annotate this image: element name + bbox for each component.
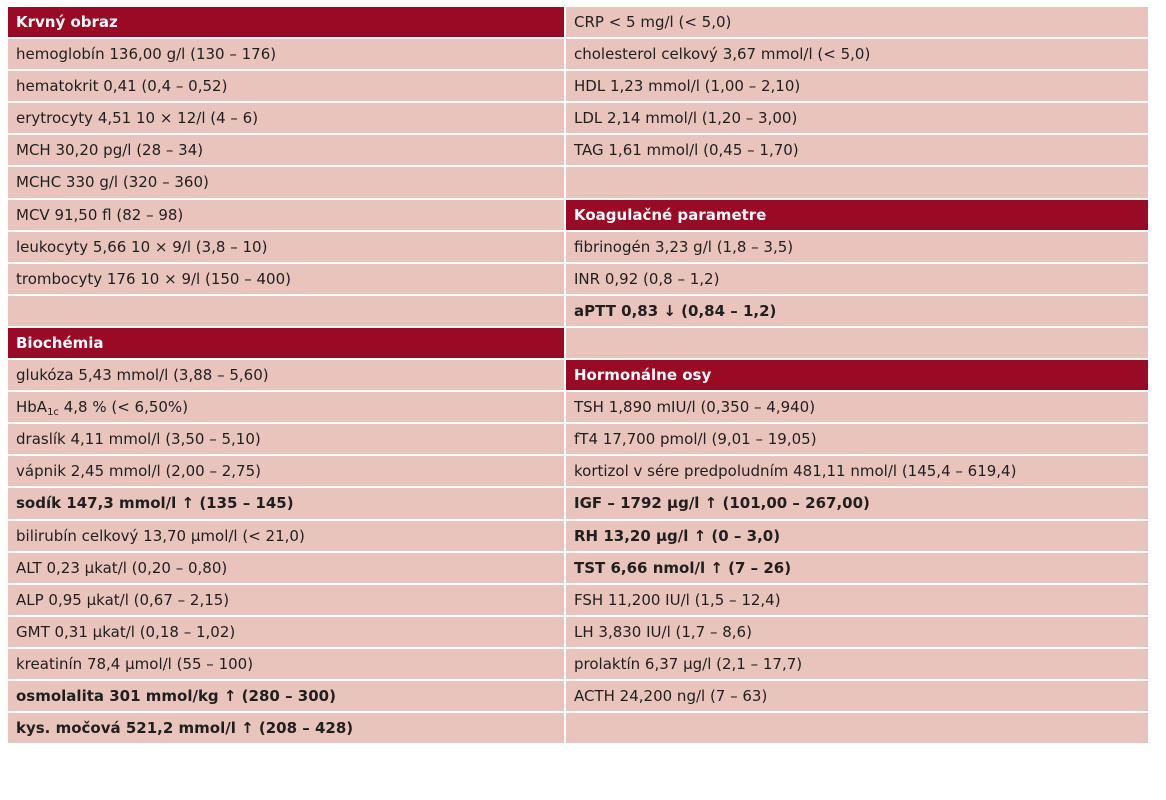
table-row: INR 0,92 (0,8 – 1,2): [566, 263, 1148, 296]
table-row: ACTH 24,200 ng/l (7 – 63): [566, 680, 1148, 714]
table-row: bilirubín celkový 13,70 µmol/l (< 21,0): [8, 520, 564, 553]
table-row: HDL 1,23 mmol/l (1,00 – 2,10): [566, 71, 1148, 104]
row-text: 4,8 % (< 6,50%): [58, 398, 189, 417]
empty-row: [566, 327, 1148, 361]
table-row: fibrinogén 3,23 g/l (1,8 – 3,5): [566, 231, 1148, 264]
table-row: GMT 0,31 µkat/l (0,18 – 1,02): [8, 616, 564, 649]
table-row: hemoglobín 136,00 g/l (130 – 176): [8, 39, 564, 72]
table-row: FSH 11,200 IU/l (1,5 – 12,4): [566, 584, 1148, 617]
table-row: IGF – 1792 µg/l ↑ (101,00 – 267,00): [566, 488, 1148, 521]
table-row: RH 13,20 µg/l ↑ (0 – 3,0): [566, 520, 1148, 553]
table-row: ALT 0,23 µkat/l (0,20 – 0,80): [8, 552, 564, 585]
table-row: HbA1c 4,8 % (< 6,50%): [8, 392, 564, 425]
empty-row: [566, 167, 1148, 200]
table-row: hematokrit 0,41 (0,4 – 0,52): [8, 71, 564, 104]
table-row: osmolalita 301 mmol/kg ↑ (280 – 300): [8, 680, 564, 714]
table-row: MCHC 330 g/l (320 – 360): [8, 167, 564, 200]
table-row: LH 3,830 IU/l (1,7 – 8,6): [566, 616, 1148, 649]
empty-row: [566, 713, 1148, 746]
table-row: TSH 1,890 mIU/l (0,350 – 4,940): [566, 392, 1148, 425]
left-column: Krvný obraz hemoglobín 136,00 g/l (130 – …: [8, 7, 564, 746]
table-row: ALP 0,95 µkat/l (0,67 – 2,15): [8, 584, 564, 617]
table-row: TST 6,66 nmol/l ↑ (7 – 26): [566, 552, 1148, 585]
table-row: leukocyty 5,66 10 × 9/l (3,8 – 10): [8, 231, 564, 264]
table-row: aPTT 0,83 ↓ (0,84 – 1,2): [566, 295, 1148, 328]
table-row: LDL 2,14 mmol/l (1,20 – 3,00): [566, 103, 1148, 136]
table-row: sodík 147,3 mmol/l ↑ (135 – 145): [8, 488, 564, 521]
table-row: MCV 91,50 fl (82 – 98): [8, 199, 564, 232]
table-row: cholesterol celkový 3,67 mmol/l (< 5,0): [566, 39, 1148, 72]
table-row: CRP < 5 mg/l (< 5,0): [566, 7, 1148, 40]
section-header-biochemia: Biochémia: [8, 327, 564, 361]
table-row: TAG 1,61 mmol/l (0,45 – 1,70): [566, 135, 1148, 168]
table-row: erytrocyty 4,51 10 × 12/l (4 – 6): [8, 103, 564, 136]
empty-row: [8, 295, 564, 328]
section-header-hormonalne-osy: Hormonálne osy: [566, 360, 1148, 393]
table-row: draslík 4,11 mmol/l (3,50 – 5,10): [8, 424, 564, 457]
table-row: vápnik 2,45 mmol/l (2,00 – 2,75): [8, 456, 564, 489]
table-row: MCH 30,20 pg/l (28 – 34): [8, 135, 564, 168]
table-row: glukóza 5,43 mmol/l (3,88 – 5,60): [8, 360, 564, 393]
table-row: kortizol v sére predpoludním 481,11 nmol…: [566, 456, 1148, 489]
table-row: fT4 17,700 pmol/l (9,01 – 19,05): [566, 424, 1148, 457]
table-row: kreatinín 78,4 µmol/l (55 – 100): [8, 648, 564, 681]
table-row: trombocyty 176 10 × 9/l (150 – 400): [8, 263, 564, 296]
row-text: HbA: [16, 398, 48, 417]
row-subscript: 1c: [47, 407, 59, 419]
section-header-krvny-obraz: Krvný obraz: [8, 7, 564, 40]
right-column: CRP < 5 mg/l (< 5,0) cholesterol celkový …: [566, 7, 1148, 746]
section-header-koagulacne-parametre: Koagulačné parametre: [566, 199, 1148, 232]
lab-results-table: Krvný obraz hemoglobín 136,00 g/l (130 – …: [8, 7, 1148, 746]
table-row: prolaktín 6,37 µg/l (2,1 – 17,7): [566, 648, 1148, 681]
table-row: kys. močová 521,2 mmol/l ↑ (208 – 428): [8, 713, 564, 746]
